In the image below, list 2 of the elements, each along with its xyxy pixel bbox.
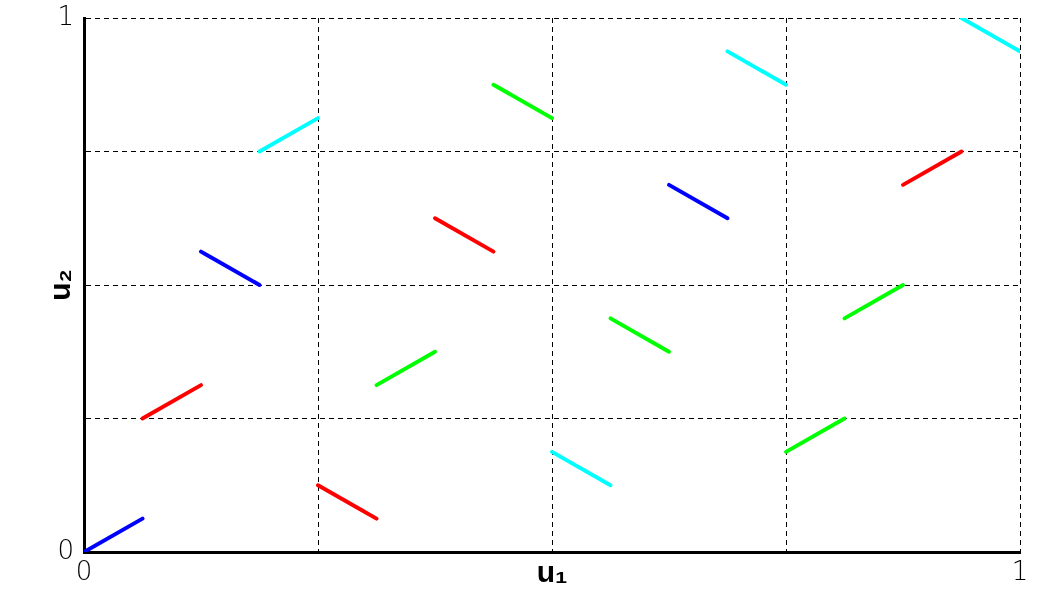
- x-axis-title: u₁: [536, 555, 568, 589]
- y-axis-title: u₂: [43, 269, 77, 301]
